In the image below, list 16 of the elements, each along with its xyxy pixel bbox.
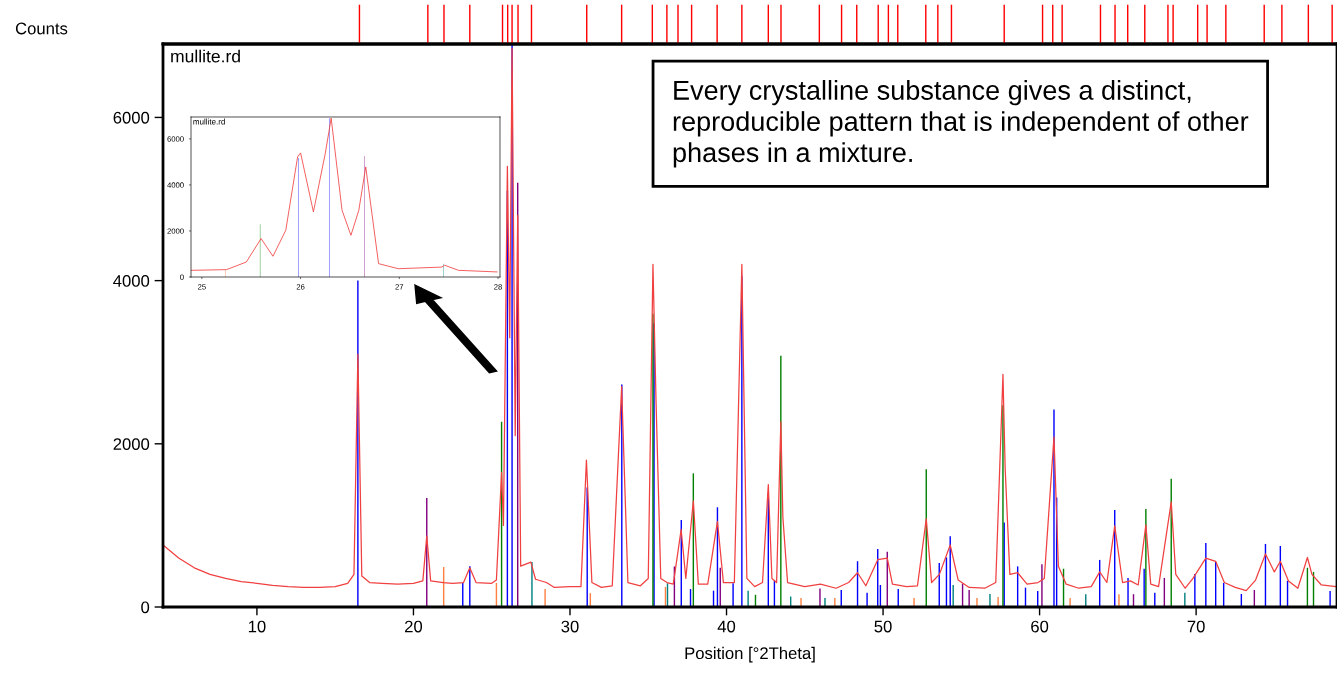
x-tick-label: 10 xyxy=(248,620,266,633)
y-tick-label: 0 xyxy=(141,601,150,614)
x-tick-label: 30 xyxy=(561,620,579,633)
annotation: Every crystalline substance gives a distinct, reproducible pattern that is independent of other phases in a mixture. xyxy=(673,80,1249,168)
x-tick-label: 20 xyxy=(405,620,423,633)
x-tick-label: 50 xyxy=(874,620,892,633)
x-tick-label: 60 xyxy=(1031,620,1049,633)
y-tick-label: 2000 xyxy=(113,438,150,451)
y-axis-title: Counts xyxy=(15,22,68,35)
x-tick-label: 40 xyxy=(717,620,736,633)
chart-title: mullite.rd xyxy=(171,49,240,63)
chart-title: mullite.rd xyxy=(193,118,225,125)
x-tick-label: 70 xyxy=(1187,620,1205,633)
x-axis-title: Position [°2Theta] xyxy=(685,646,815,663)
y-tick-label: 4000 xyxy=(113,275,150,287)
y-tick-label: 6000 xyxy=(113,111,150,124)
